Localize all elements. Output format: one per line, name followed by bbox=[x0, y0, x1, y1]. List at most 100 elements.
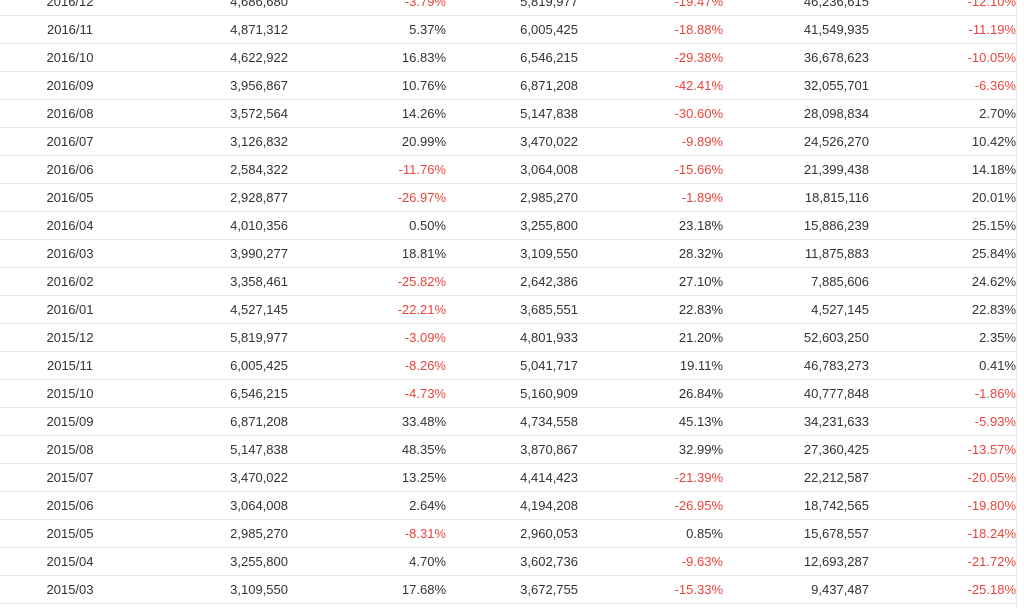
cell-percent-2: -19.47% bbox=[578, 0, 723, 16]
cell-percent-2: 28.32% bbox=[578, 239, 723, 268]
cell-month: 2016/08 bbox=[0, 99, 140, 128]
cell-percent-3: 10.42% bbox=[869, 127, 1016, 156]
cell-percent-2: -15.66% bbox=[578, 155, 723, 184]
cell-percent-3: 20.01% bbox=[869, 183, 1016, 212]
cell-percent-2: -42.41% bbox=[578, 71, 723, 100]
cell-value-2: 6,546,215 bbox=[446, 43, 578, 72]
cell-value-3: 52,603,250 bbox=[723, 323, 869, 352]
cell-month: 2015/08 bbox=[0, 435, 140, 464]
cell-value-3: 9,437,487 bbox=[723, 575, 869, 604]
cell-percent-2: 19.11% bbox=[578, 351, 723, 380]
cell-percent-3: 2.70% bbox=[869, 99, 1016, 128]
cell-month: 2015/05 bbox=[0, 519, 140, 548]
cell-value-1: 3,956,867 bbox=[140, 71, 288, 100]
cell-value-2: 5,041,717 bbox=[446, 351, 578, 380]
cell-value-3: 15,678,557 bbox=[723, 519, 869, 548]
cell-month: 2015/10 bbox=[0, 379, 140, 408]
cell-month: 2016/03 bbox=[0, 239, 140, 268]
cell-percent-2: -29.38% bbox=[578, 43, 723, 72]
cell-value-2: 4,734,558 bbox=[446, 407, 578, 436]
table-row: 2016/01 4,527,145 -22.21% 3,685,551 22.83% 4,… bbox=[0, 295, 1016, 324]
cell-percent-1: -8.31% bbox=[288, 519, 446, 548]
cell-percent-2: -1.89% bbox=[578, 183, 723, 212]
cell-percent-1: 4.70% bbox=[288, 547, 446, 576]
table-row: 2015/05 2,985,270 -8.31% 2,960,053 0.85% 15,6… bbox=[0, 519, 1016, 548]
table-row: 2015/04 3,255,800 4.70% 3,602,736 -9.63% 12,6… bbox=[0, 547, 1016, 576]
cell-percent-3: -10.05% bbox=[869, 43, 1016, 72]
cell-value-3: 22,212,587 bbox=[723, 463, 869, 492]
table-row: 2016/04 4,010,356 0.50% 3,255,800 23.18% 15,8… bbox=[0, 211, 1016, 240]
cell-value-1: 5,819,977 bbox=[140, 323, 288, 352]
cell-percent-2: 21.20% bbox=[578, 323, 723, 352]
table-row: 2015/06 3,064,008 2.64% 4,194,208 -26.95% 18,… bbox=[0, 491, 1016, 520]
cell-value-3: 18,815,116 bbox=[723, 183, 869, 212]
cell-percent-1: -4.73% bbox=[288, 379, 446, 408]
cell-percent-1: 33.48% bbox=[288, 407, 446, 436]
cell-value-3: 46,783,273 bbox=[723, 351, 869, 380]
cell-value-2: 3,109,550 bbox=[446, 239, 578, 268]
cell-month: 2016/02 bbox=[0, 267, 140, 296]
cell-percent-2: -9.89% bbox=[578, 127, 723, 156]
cell-percent-1: 16.83% bbox=[288, 43, 446, 72]
cell-value-3: 18,742,565 bbox=[723, 491, 869, 520]
cell-value-3: 21,399,438 bbox=[723, 155, 869, 184]
cell-month: 2015/07 bbox=[0, 463, 140, 492]
cell-percent-2: 0.85% bbox=[578, 519, 723, 548]
cell-percent-1: -3.09% bbox=[288, 323, 446, 352]
table-row: 2015/07 3,470,022 13.25% 4,414,423 -21.39% 22… bbox=[0, 463, 1016, 492]
cell-value-2: 5,160,909 bbox=[446, 379, 578, 408]
cell-percent-1: -8.26% bbox=[288, 351, 446, 380]
cell-percent-3: -20.05% bbox=[869, 463, 1016, 492]
cell-month: 2016/05 bbox=[0, 183, 140, 212]
cell-percent-3: 24.62% bbox=[869, 267, 1016, 296]
cell-value-3: 4,527,145 bbox=[723, 295, 869, 324]
cell-percent-3: -18.24% bbox=[869, 519, 1016, 548]
cell-value-2: 4,801,933 bbox=[446, 323, 578, 352]
cell-value-2: 3,672,755 bbox=[446, 575, 578, 604]
cell-percent-3: -13.57% bbox=[869, 435, 1016, 464]
cell-month: 2016/10 bbox=[0, 43, 140, 72]
cell-value-1: 3,358,461 bbox=[140, 267, 288, 296]
table-row: 2015/12 5,819,977 -3.09% 4,801,933 21.20% 52,… bbox=[0, 323, 1016, 352]
cell-value-1: 6,546,215 bbox=[140, 379, 288, 408]
cell-percent-3: -5.93% bbox=[869, 407, 1016, 436]
cell-percent-3: 0.41% bbox=[869, 351, 1016, 380]
cell-value-3: 46,236,615 bbox=[723, 0, 869, 16]
cell-percent-1: 5.37% bbox=[288, 15, 446, 44]
cell-value-2: 2,960,053 bbox=[446, 519, 578, 548]
cell-percent-2: 32.99% bbox=[578, 435, 723, 464]
cell-percent-1: -25.82% bbox=[288, 267, 446, 296]
cell-value-1: 2,584,322 bbox=[140, 155, 288, 184]
cell-value-1: 2,928,877 bbox=[140, 183, 288, 212]
cell-percent-1: 10.76% bbox=[288, 71, 446, 100]
cell-percent-3: 25.15% bbox=[869, 211, 1016, 240]
cell-percent-3: -19.80% bbox=[869, 491, 1016, 520]
cell-value-3: 15,886,239 bbox=[723, 211, 869, 240]
cell-value-3: 34,231,633 bbox=[723, 407, 869, 436]
cell-value-3: 7,885,606 bbox=[723, 267, 869, 296]
cell-percent-2: -15.33% bbox=[578, 575, 723, 604]
cell-month: 2015/03 bbox=[0, 575, 140, 604]
cell-value-1: 2,985,270 bbox=[140, 519, 288, 548]
table-row: 2016/12 4,686,680 -3.79% 5,819,977 -19.47% 46… bbox=[0, 0, 1016, 16]
cell-value-2: 3,870,867 bbox=[446, 435, 578, 464]
cell-percent-1: 2.64% bbox=[288, 491, 446, 520]
cell-percent-2: -21.39% bbox=[578, 463, 723, 492]
cell-value-1: 3,990,277 bbox=[140, 239, 288, 268]
cell-value-2: 4,194,208 bbox=[446, 491, 578, 520]
cell-percent-1: -11.76% bbox=[288, 155, 446, 184]
cell-percent-1: 17.68% bbox=[288, 575, 446, 604]
cell-value-2: 4,414,423 bbox=[446, 463, 578, 492]
cell-month: 2015/04 bbox=[0, 547, 140, 576]
cell-month: 2016/11 bbox=[0, 15, 140, 44]
table-row: 2015/03 3,109,550 17.68% 3,672,755 -15.33% 9,… bbox=[0, 575, 1016, 604]
cell-percent-3: -21.72% bbox=[869, 547, 1016, 576]
cell-percent-2: 27.10% bbox=[578, 267, 723, 296]
cell-percent-1: 14.26% bbox=[288, 99, 446, 128]
cell-percent-3: 22.83% bbox=[869, 295, 1016, 324]
cell-percent-3: -6.36% bbox=[869, 71, 1016, 100]
cell-value-2: 3,064,008 bbox=[446, 155, 578, 184]
cell-value-3: 40,777,848 bbox=[723, 379, 869, 408]
cell-percent-1: -26.97% bbox=[288, 183, 446, 212]
